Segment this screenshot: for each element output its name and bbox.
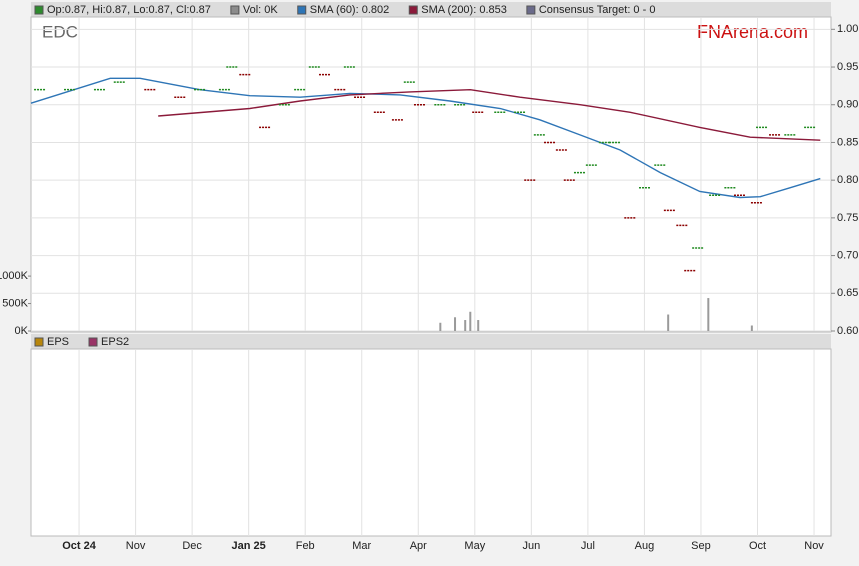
sma-line bbox=[158, 88, 821, 141]
legend-label: SMA (200): 0.853 bbox=[421, 4, 507, 16]
legend-swatch bbox=[526, 5, 536, 15]
volume-bar bbox=[750, 325, 753, 331]
legend-label: Consensus Target: 0 - 0 bbox=[539, 4, 656, 16]
volume-bar bbox=[667, 314, 670, 331]
legend-swatch bbox=[34, 337, 44, 347]
ticker: EDC bbox=[42, 22, 78, 41]
x-tick-label: Sep bbox=[691, 540, 711, 552]
volume-bar bbox=[454, 317, 457, 331]
lower-panel bbox=[30, 348, 832, 537]
y-tick-label: 1.00 bbox=[837, 23, 858, 35]
volume-bar bbox=[707, 298, 710, 331]
x-tick-label: Nov bbox=[804, 540, 824, 552]
x-tick-label: May bbox=[464, 540, 485, 552]
x-tick-label: Oct 24 bbox=[62, 540, 97, 552]
x-tick-label: Jul bbox=[581, 540, 595, 552]
volume-bar bbox=[464, 320, 467, 331]
legend-swatch bbox=[34, 5, 44, 15]
volume-bar bbox=[469, 311, 472, 331]
x-tick-label: Mar bbox=[352, 540, 371, 552]
y-tick-label: 0.65 bbox=[837, 287, 858, 299]
y-tick-label: 0.75 bbox=[837, 212, 858, 224]
volume-tick-label: 1000K bbox=[0, 270, 29, 282]
sma-line bbox=[30, 77, 821, 199]
y-tick-label: 0.80 bbox=[837, 174, 858, 186]
legend-label: Vol: 0K bbox=[243, 4, 279, 16]
y-tick-label: 0.95 bbox=[837, 61, 858, 73]
x-tick-label: Apr bbox=[410, 540, 427, 552]
legend-swatch bbox=[408, 5, 418, 15]
watermark: FNArena.com bbox=[697, 22, 808, 42]
x-tick-label: Dec bbox=[182, 540, 202, 552]
legend-swatch bbox=[297, 5, 307, 15]
x-tick-label: Jan 25 bbox=[232, 540, 266, 552]
x-tick-label: Aug bbox=[635, 540, 655, 552]
legend-label: SMA (60): 0.802 bbox=[310, 4, 390, 16]
y-tick-label: 0.85 bbox=[837, 136, 858, 148]
x-tick-label: Feb bbox=[296, 540, 315, 552]
volume-bar bbox=[439, 322, 442, 331]
volume-tick-label: 0K bbox=[15, 325, 29, 337]
legend-label: EPS bbox=[47, 336, 69, 348]
volume-bar bbox=[477, 320, 480, 331]
y-tick-label: 0.70 bbox=[837, 249, 858, 261]
x-tick-label: Nov bbox=[126, 540, 146, 552]
lower-legend-bar bbox=[31, 334, 831, 349]
price-panel bbox=[30, 16, 832, 333]
legend-swatch bbox=[88, 337, 98, 347]
legend-label: Op:0.87, Hi:0.87, Lo:0.87, Cl:0.87 bbox=[47, 4, 211, 16]
legend-label: EPS2 bbox=[101, 336, 129, 348]
x-tick-label: Oct bbox=[749, 540, 766, 552]
legend-swatch bbox=[230, 5, 240, 15]
y-tick-label: 0.90 bbox=[837, 99, 858, 111]
y-tick-label: 0.60 bbox=[837, 325, 858, 337]
x-tick-label: Jun bbox=[522, 540, 540, 552]
volume-tick-label: 500K bbox=[2, 297, 28, 309]
